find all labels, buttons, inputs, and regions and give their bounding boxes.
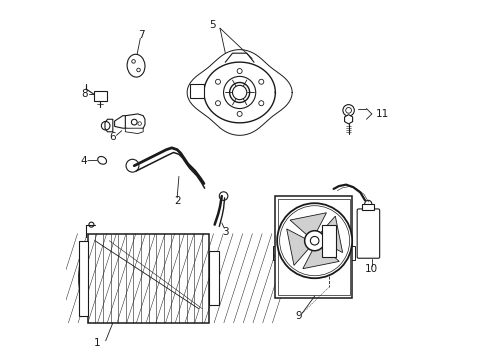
Polygon shape [190, 84, 204, 98]
Polygon shape [303, 244, 339, 269]
Polygon shape [209, 251, 220, 305]
Text: 5: 5 [210, 19, 216, 30]
Bar [322, 225, 336, 257]
Text: 11: 11 [375, 109, 389, 119]
Polygon shape [318, 216, 343, 253]
Text: 9: 9 [295, 311, 302, 321]
Circle shape [343, 105, 354, 116]
Text: 1: 1 [94, 338, 100, 347]
Polygon shape [125, 128, 143, 134]
Circle shape [305, 231, 325, 251]
Bar [278, 199, 350, 296]
FancyBboxPatch shape [357, 209, 380, 258]
Bar [94, 91, 107, 102]
Polygon shape [115, 116, 129, 128]
Polygon shape [344, 114, 353, 124]
Text: 7: 7 [138, 30, 145, 40]
Text: 4: 4 [80, 157, 87, 166]
Bar [273, 246, 278, 260]
Bar [362, 204, 374, 210]
Text: 8: 8 [81, 89, 88, 99]
Bar [275, 196, 352, 298]
Text: 2: 2 [174, 197, 180, 206]
Polygon shape [79, 241, 88, 316]
Bar [350, 246, 355, 260]
Circle shape [277, 203, 352, 278]
Polygon shape [287, 229, 312, 265]
Text: 6: 6 [109, 132, 116, 142]
Text: 3: 3 [222, 227, 229, 237]
Polygon shape [105, 119, 113, 132]
Polygon shape [290, 213, 326, 238]
Ellipse shape [98, 157, 106, 164]
Polygon shape [125, 114, 145, 130]
Text: 10: 10 [365, 264, 378, 274]
